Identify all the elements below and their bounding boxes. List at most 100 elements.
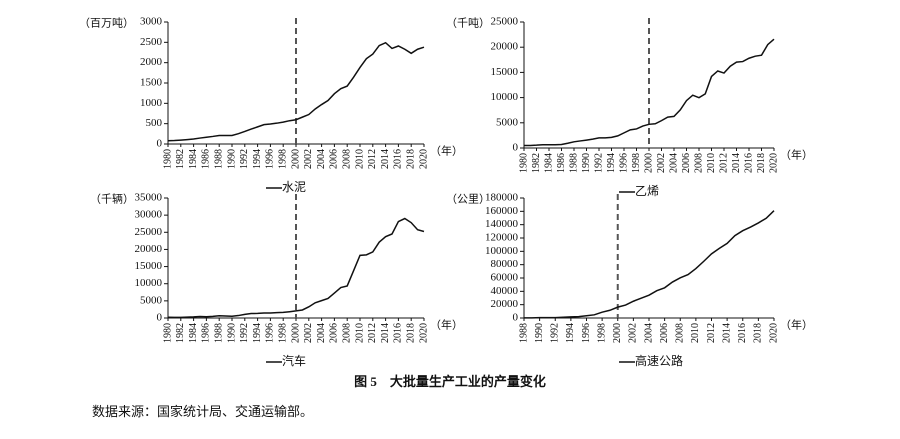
x-tick-label: 2002 <box>303 323 314 343</box>
x-tick-label: 1984 <box>543 153 554 173</box>
x-tick-label: 1990 <box>226 149 237 169</box>
x-tick-label: 2020 <box>768 323 779 343</box>
x-tick-label: 2016 <box>393 323 404 343</box>
y-tick-label: 20000 <box>491 298 519 310</box>
x-tick-label: 1996 <box>265 323 276 343</box>
x-tick-label: 1996 <box>581 323 592 343</box>
y-tick-label: 40000 <box>491 285 519 297</box>
x-tick-label: 1984 <box>188 323 199 343</box>
x-tick-label: 2008 <box>341 149 352 169</box>
x-tick-label: 1982 <box>175 323 186 343</box>
x-tick-label: 1996 <box>618 153 629 173</box>
y-tick-label: 2500 <box>140 36 163 48</box>
x-tick-label: 1982 <box>175 149 186 169</box>
x-tick-label: 1988 <box>518 323 529 343</box>
data-line <box>167 217 425 319</box>
x-tick-label: 1994 <box>606 153 617 173</box>
x-tick-label: 1988 <box>213 149 224 169</box>
y-tick-label: 500 <box>146 117 163 129</box>
x-tick-label: 1998 <box>277 323 288 343</box>
x-tick-label: 1992 <box>239 149 250 169</box>
x-tick-label: 1982 <box>531 153 542 173</box>
x-tick-label: 2008 <box>341 323 352 343</box>
x-tick-label: 2004 <box>668 153 679 173</box>
x-tick-label: 1980 <box>518 153 529 173</box>
x-tick-label: 1988 <box>568 153 579 173</box>
x-tick-label: 2006 <box>329 323 340 343</box>
x-tick-label: 2018 <box>405 149 416 169</box>
y-tick-label: 0 <box>513 312 519 324</box>
x-tick-label: 2016 <box>737 323 748 343</box>
x-tick-label: 2018 <box>756 153 767 173</box>
x-tick-label: 2000 <box>290 149 301 169</box>
x-tick-label: 1990 <box>226 323 237 343</box>
y-tick-label: 15000 <box>135 260 163 272</box>
y-tick-label: 0 <box>513 142 519 154</box>
y-axis-label: （公里） <box>446 193 490 206</box>
y-tick-label: 0 <box>157 138 163 150</box>
x-tick-label: 2014 <box>380 323 391 343</box>
x-tick-label: 2012 <box>718 153 729 173</box>
data-line <box>167 41 425 142</box>
y-tick-label: 80000 <box>491 258 519 270</box>
x-tick-label: 2010 <box>354 323 365 343</box>
x-axis-label: （年） <box>430 144 463 158</box>
x-tick-label: 2010 <box>690 323 701 343</box>
data-line <box>523 38 775 147</box>
x-tick-label: 2008 <box>675 323 686 343</box>
x-tick-label: 2000 <box>643 153 654 173</box>
x-axis-label: （年） <box>430 318 463 332</box>
x-tick-label: 1994 <box>565 323 576 343</box>
y-tick-label: 160000 <box>485 205 519 217</box>
x-axis-label: （年） <box>780 148 813 162</box>
x-tick-label: 2018 <box>753 323 764 343</box>
x-tick-label: 1992 <box>550 323 561 343</box>
y-tick-label: 10000 <box>491 91 519 103</box>
y-tick-label: 120000 <box>485 232 519 244</box>
x-tick-label: 1990 <box>534 323 545 343</box>
legend-label: 汽车 <box>282 353 306 368</box>
x-tick-label: 2018 <box>405 323 416 343</box>
x-tick-label: 2010 <box>354 149 365 169</box>
x-tick-label: 1998 <box>631 153 642 173</box>
y-tick-label: 35000 <box>135 192 163 204</box>
x-tick-label: 2012 <box>367 149 378 169</box>
y-tick-label: 3000 <box>140 16 163 28</box>
x-tick-label: 1998 <box>596 323 607 343</box>
y-tick-label: 10000 <box>135 277 163 289</box>
x-tick-label: 2002 <box>303 149 314 169</box>
x-tick-label: 2004 <box>316 149 327 169</box>
y-tick-label: 25000 <box>491 16 519 28</box>
x-tick-label: 2014 <box>380 149 391 169</box>
x-tick-label: 2004 <box>316 323 327 343</box>
y-tick-label: 100000 <box>485 245 519 257</box>
x-tick-label: 2006 <box>329 149 340 169</box>
y-tick-label: 15000 <box>491 66 519 78</box>
panel: 0200004000060000800001000001200001400001… <box>446 192 813 368</box>
y-tick-label: 25000 <box>135 226 163 238</box>
x-tick-label: 1986 <box>201 149 212 169</box>
x-tick-label: 1988 <box>213 323 224 343</box>
x-tick-label: 2002 <box>656 153 667 173</box>
y-tick-label: 20000 <box>135 243 163 255</box>
y-tick-label: 0 <box>157 312 163 324</box>
y-tick-label: 1500 <box>140 77 163 89</box>
x-tick-label: 1996 <box>265 149 276 169</box>
x-tick-label: 2006 <box>681 153 692 173</box>
x-tick-label: 2020 <box>768 153 779 173</box>
y-tick-label: 60000 <box>491 272 519 284</box>
y-axis-label: （百万吨） <box>79 17 134 30</box>
legend-label: 乙烯 <box>635 184 659 198</box>
x-tick-label: 2014 <box>721 323 732 343</box>
x-tick-label: 2000 <box>290 323 301 343</box>
x-tick-label: 1994 <box>252 323 263 343</box>
x-tick-label: 1994 <box>252 149 263 169</box>
x-tick-label: 2006 <box>659 323 670 343</box>
x-tick-label: 1984 <box>188 149 199 169</box>
y-axis-label: （千吨） <box>446 17 490 30</box>
x-tick-label: 2002 <box>628 323 639 343</box>
y-tick-label: 180000 <box>485 192 519 204</box>
y-tick-label: 140000 <box>485 218 519 230</box>
